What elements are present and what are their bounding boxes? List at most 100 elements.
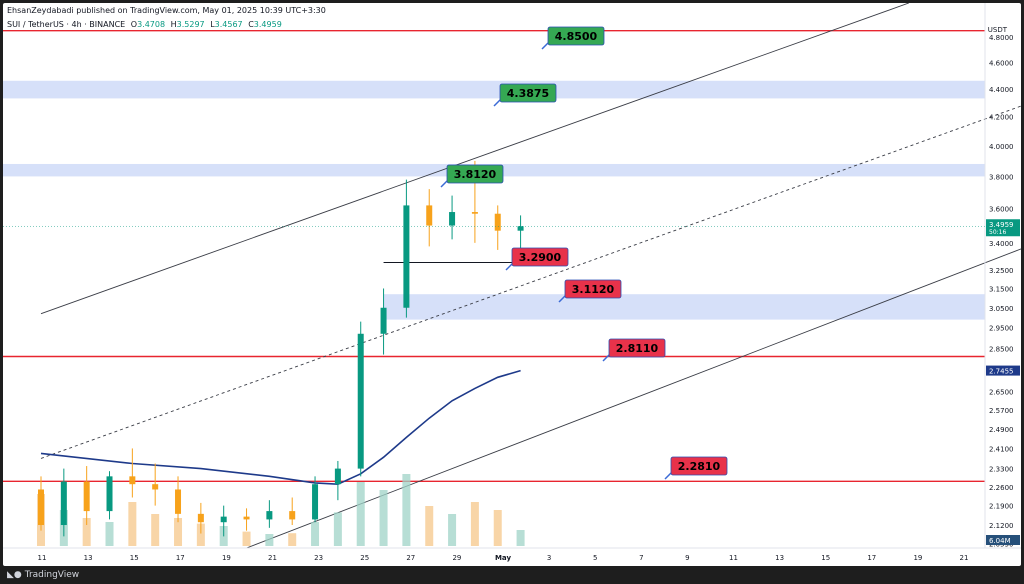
footer-bar: ◣● TradingView <box>0 566 1024 584</box>
currency-label: USDT <box>987 26 1007 34</box>
ohlc-high-value: 3.5297 <box>176 20 205 29</box>
time-tick-label: 3 <box>547 554 551 562</box>
ohlc-open-value: 3.4708 <box>137 20 166 29</box>
price-tick-label: 2.8500 <box>989 345 1014 353</box>
time-tick-label: May <box>495 554 511 562</box>
candle-body <box>220 516 227 523</box>
price-tick-label: 4.2000 <box>989 114 1014 122</box>
volume-bar <box>242 531 251 546</box>
level-tag-text-0: 4.8500 <box>555 30 598 43</box>
symbol-legend[interactable]: SUI / TetherUS · 4h · BINANCE O3.4708 H3… <box>7 20 282 29</box>
ohlc-open-key: O <box>130 20 138 29</box>
price-tick-label: 4.8000 <box>989 34 1014 42</box>
level-tag-text-6: 2.2810 <box>678 460 721 473</box>
candle-body <box>449 212 456 226</box>
ohlc-high-key: H <box>170 20 177 29</box>
tag-pointer-0 <box>541 42 549 50</box>
candle-body <box>243 516 250 520</box>
ohlc-low-value: 3.4567 <box>214 20 243 29</box>
time-tick-label: 11 <box>729 554 738 562</box>
time-tick-label: 27 <box>406 554 415 562</box>
candle-body <box>129 476 136 485</box>
volume-value-badge <box>986 535 1020 545</box>
time-tick-label: 5 <box>593 554 597 562</box>
volume-bar <box>196 523 205 546</box>
time-tick-label: 19 <box>913 554 922 562</box>
level-tag-1[interactable] <box>499 83 557 103</box>
time-tick-label: 19 <box>222 554 231 562</box>
price-tick-label: 2.4900 <box>989 426 1014 434</box>
channel-lower-line[interactable] <box>246 248 1021 549</box>
level-tag-0[interactable] <box>547 26 605 46</box>
price-tick-label: 2.1200 <box>989 522 1014 530</box>
channel-middle-line[interactable] <box>40 105 1021 459</box>
level-tag-text-1: 4.3875 <box>507 87 549 100</box>
time-tick-label: 29 <box>452 554 461 562</box>
ohlc-close-key: C <box>248 20 254 29</box>
tag-pointer-5 <box>602 354 610 362</box>
volume-bar <box>151 514 160 546</box>
tag-pointer-3 <box>505 263 513 271</box>
ohlc-close-value: 3.4959 <box>253 20 282 29</box>
price-tick-label: 4.6000 <box>989 59 1014 67</box>
volume-bar <box>128 502 137 546</box>
price-tick-label: 2.6500 <box>989 389 1014 397</box>
candle-body <box>471 212 478 214</box>
publish-caption: EhsanZeydabadi published on TradingView.… <box>7 6 326 15</box>
candle-body <box>403 205 410 308</box>
candle-body <box>106 476 113 512</box>
volume-bar <box>470 502 479 546</box>
price-tick-label: 3.6000 <box>989 206 1014 214</box>
level-tag-3[interactable] <box>511 247 569 267</box>
channel-upper-line[interactable] <box>40 3 909 315</box>
ma-value-badge <box>986 365 1020 376</box>
price-zone-2 <box>383 294 986 320</box>
candle-body <box>175 489 182 514</box>
tradingview-logo-icon: ◣● <box>7 570 22 580</box>
candle-body <box>83 481 90 512</box>
price-tick-label: 4.4000 <box>989 86 1014 94</box>
current-price-badge <box>986 219 1020 237</box>
candle-body <box>289 511 296 520</box>
volume-bar <box>333 512 342 546</box>
time-tick-label: 21 <box>960 554 969 562</box>
level-tag-6[interactable] <box>670 456 728 476</box>
candle-body <box>380 307 387 334</box>
price-tick-label: 4.0000 <box>989 143 1014 151</box>
time-tick-label: 23 <box>314 554 323 562</box>
candle-body <box>494 213 501 231</box>
candle-body <box>266 511 273 520</box>
level-tag-4[interactable] <box>564 279 622 299</box>
tradingview-logo[interactable]: ◣● TradingView <box>7 570 79 580</box>
price-tick-label: 3.4000 <box>989 240 1014 248</box>
price-tick-label: 2.9500 <box>989 325 1014 333</box>
volume-bar <box>356 482 365 546</box>
price-tick-label: 2.5700 <box>989 407 1014 415</box>
candle-body <box>334 468 341 485</box>
candle-countdown-label: 50:16 <box>989 229 1006 236</box>
level-tag-5[interactable] <box>608 338 666 358</box>
time-tick-label: 11 <box>38 554 47 562</box>
candle-body <box>38 489 44 526</box>
price-chart[interactable]: 4.8500 4.3875 3.8120 3.2900 3.1120 2.8110 2.28… <box>3 3 1021 566</box>
level-tag-text-3: 3.2900 <box>519 251 562 264</box>
footer-brand: TradingView <box>24 570 80 580</box>
level-tag-2[interactable] <box>446 164 504 184</box>
price-tick-label: 3.2500 <box>989 267 1014 275</box>
level-tag-text-4: 3.1120 <box>572 283 615 296</box>
volume-bar <box>516 530 525 546</box>
volume-bar <box>105 522 114 546</box>
time-tick-label: 15 <box>130 554 139 562</box>
volume-bar <box>82 518 91 546</box>
price-zone-0 <box>3 80 985 99</box>
current-price-label: 3.4959 <box>989 221 1014 229</box>
time-tick-label: 13 <box>775 554 784 562</box>
symbol-title: SUI / TetherUS · 4h · BINANCE <box>7 20 126 29</box>
volume-bar <box>265 534 274 546</box>
price-tick-label: 3.0500 <box>989 305 1014 313</box>
tag-pointer-1 <box>493 99 501 107</box>
time-tick-label: 17 <box>176 554 185 562</box>
price-tick-label: 2.2600 <box>989 484 1014 492</box>
moving-average-line <box>40 369 521 486</box>
candle-body <box>152 484 159 490</box>
